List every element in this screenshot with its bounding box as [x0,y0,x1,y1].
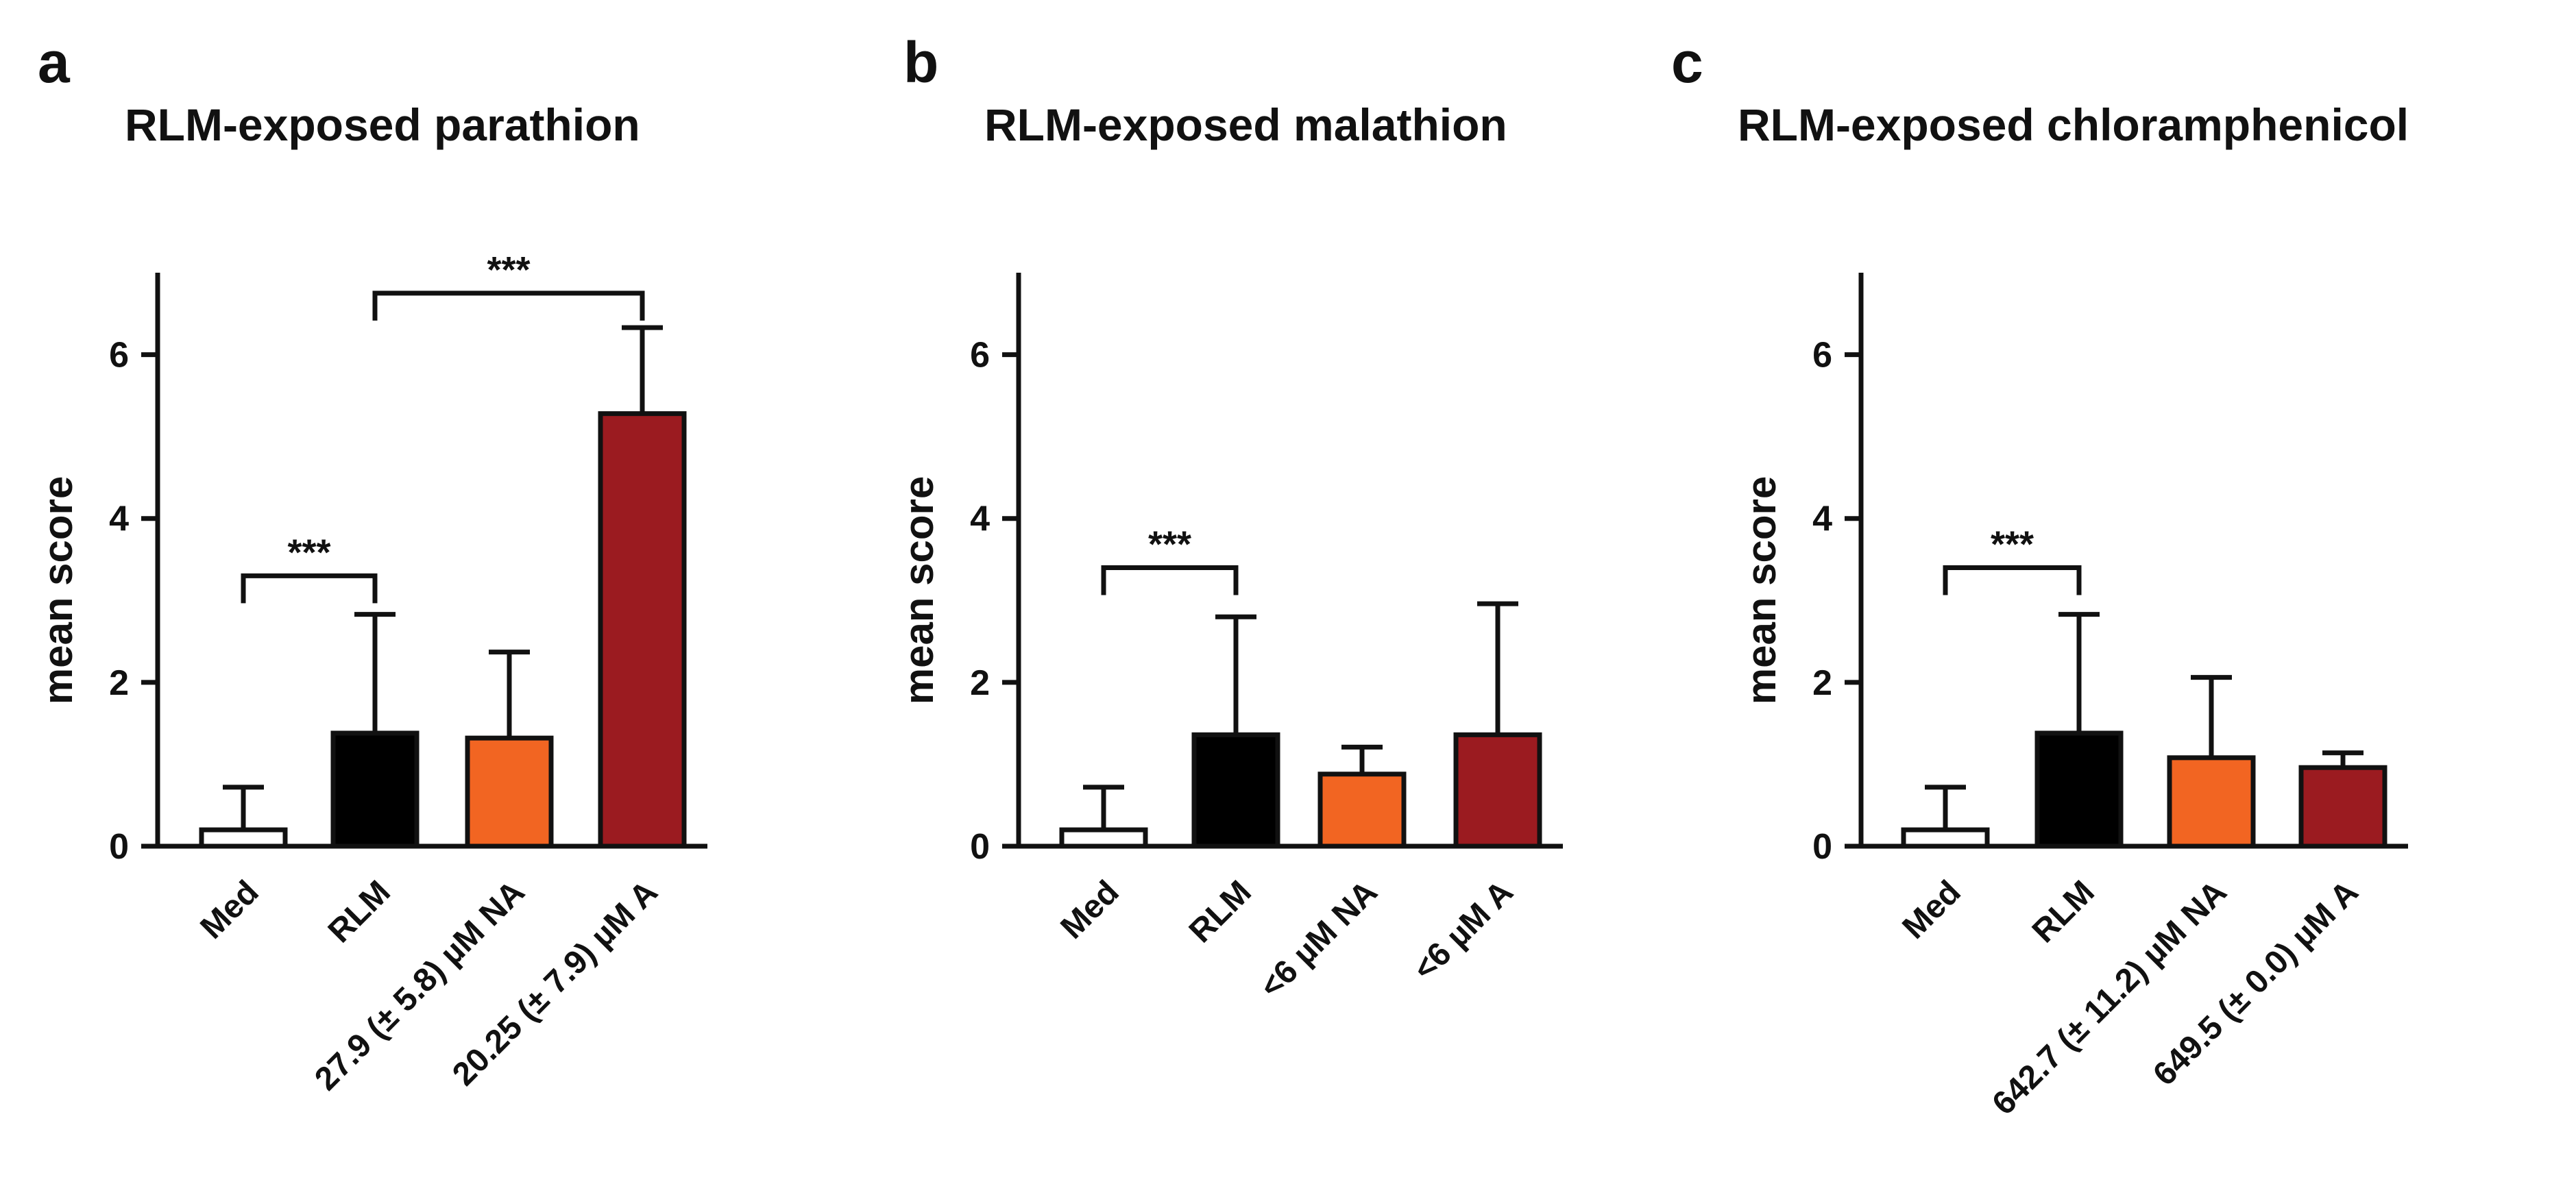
bar-27-9-5-8-m-na [465,735,554,849]
significance-bracket [372,291,645,321]
x-tick-label: RLM [2026,874,2102,950]
bar-med [1901,827,1990,849]
x-tick-label: <6 µM NA [1253,874,1385,1005]
bar-rlm [2034,730,2124,849]
x-tick-label: RLM [1182,874,1259,950]
panel-a: a RLM-exposed parathion mean score 0 2 4 6 Med R… [35,30,707,1098]
bar-20-25-7-9-m-a [598,411,687,849]
bar--6-m-na [1317,772,1407,849]
y-tick-label: 0 [109,827,129,867]
significance-label: *** [487,249,530,291]
x-tick-label: Med [1895,874,1967,946]
significance-label: *** [1148,523,1191,565]
x-tick-label: Med [193,874,265,946]
bar-med [1059,827,1148,849]
significance-bracket [1943,565,2082,595]
y-tick-label: 4 [970,500,990,539]
panel-b: b RLM-exposed malathion mean score 0 2 4 6 Med R… [896,30,1563,1005]
y-tick-label: 2 [970,663,990,703]
y-tick-label: 4 [109,500,129,539]
x-tick-label: 642.7 (± 11.2) µM NA [1985,874,2233,1122]
y-axis-label: mean score [896,476,942,705]
significance-bracket [1101,565,1239,595]
y-tick-label: 2 [109,663,129,703]
x-tick-label: RLM [321,874,398,950]
significance-label: *** [1991,523,2034,565]
bar-649-5-0-0-m-a [2298,765,2387,849]
y-tick-label: 0 [970,827,990,867]
panel-title: RLM-exposed malathion [984,99,1507,150]
y-tick-label: 6 [970,336,990,375]
significance-label: *** [287,532,330,573]
panel-title: RLM-exposed chloramphenicol [1738,99,2409,150]
significance-bracket [241,573,378,604]
panel-title: RLM-exposed parathion [125,99,640,150]
panel-letter: a [38,30,71,95]
bar--6-m-a [1453,732,1542,849]
bar-rlm [330,730,420,849]
y-tick-label: 6 [109,336,129,375]
x-tick-label: <6 µM A [1407,874,1520,987]
panel-letter: c [1671,30,1703,95]
bar-med [199,827,288,849]
x-tick-label: Med [1054,874,1126,946]
y-axis-label: mean score [1738,476,1784,705]
bar-rlm [1191,732,1280,849]
y-axis-label: mean score [35,476,81,705]
y-tick-label: 2 [1812,663,1832,703]
bar-642-7-11-2-m-na [2167,755,2256,849]
panel-c: c RLM-exposed chloramphenicol mean score 0 2… [1671,30,2409,1122]
y-tick-label: 0 [1812,827,1832,867]
y-tick-label: 4 [1812,500,1832,539]
y-tick-label: 6 [1812,336,1832,375]
panel-letter: b [903,30,938,95]
